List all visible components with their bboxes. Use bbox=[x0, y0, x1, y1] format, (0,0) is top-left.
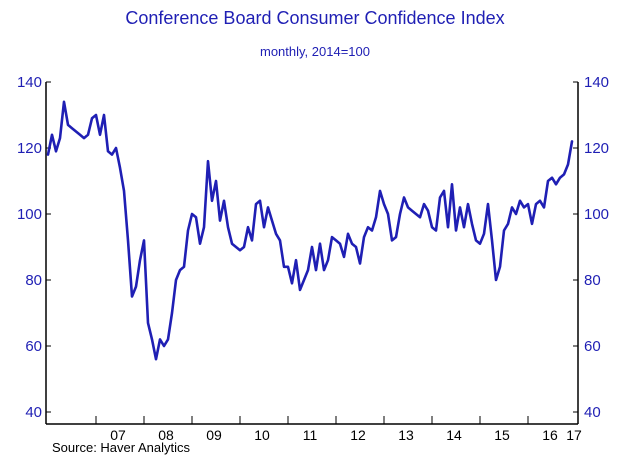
x-tick-label: 12 bbox=[350, 427, 366, 443]
x-tick-label: 09 bbox=[206, 427, 222, 443]
x-tick-label: 13 bbox=[398, 427, 414, 443]
right-y-tick-label: 120 bbox=[584, 140, 609, 157]
left-y-tick-label: 60 bbox=[25, 338, 42, 355]
left-y-tick-label: 140 bbox=[17, 74, 42, 91]
left-y-tick-label: 80 bbox=[25, 272, 42, 289]
x-tick-label: 14 bbox=[446, 427, 462, 443]
x-tick-label: 16 bbox=[542, 427, 558, 443]
x-tick-label: 11 bbox=[303, 427, 318, 443]
x-tick-label: 17 bbox=[566, 427, 582, 443]
x-tick-label: 08 bbox=[158, 427, 174, 443]
x-tick-label: 10 bbox=[254, 427, 270, 443]
chart-title: Conference Board Consumer Confidence Ind… bbox=[125, 8, 505, 28]
x-tick-label: 15 bbox=[494, 427, 510, 443]
right-y-tick-label: 80 bbox=[584, 272, 601, 289]
left-y-tick-label: 120 bbox=[17, 140, 42, 157]
series-line bbox=[46, 100, 574, 361]
right-y-tick-label: 40 bbox=[584, 404, 601, 421]
left-y-tick-label: 100 bbox=[17, 206, 42, 223]
right-y-tick-label: 140 bbox=[584, 74, 609, 91]
right-y-tick-label: 60 bbox=[584, 338, 601, 355]
chart-subtitle: monthly, 2014=100 bbox=[260, 44, 370, 59]
right-y-tick-label: 100 bbox=[584, 206, 609, 223]
source-note: Source: Haver Analytics bbox=[52, 440, 191, 455]
left-y-tick-label: 40 bbox=[25, 404, 42, 421]
x-tick-label: 07 bbox=[110, 427, 126, 443]
